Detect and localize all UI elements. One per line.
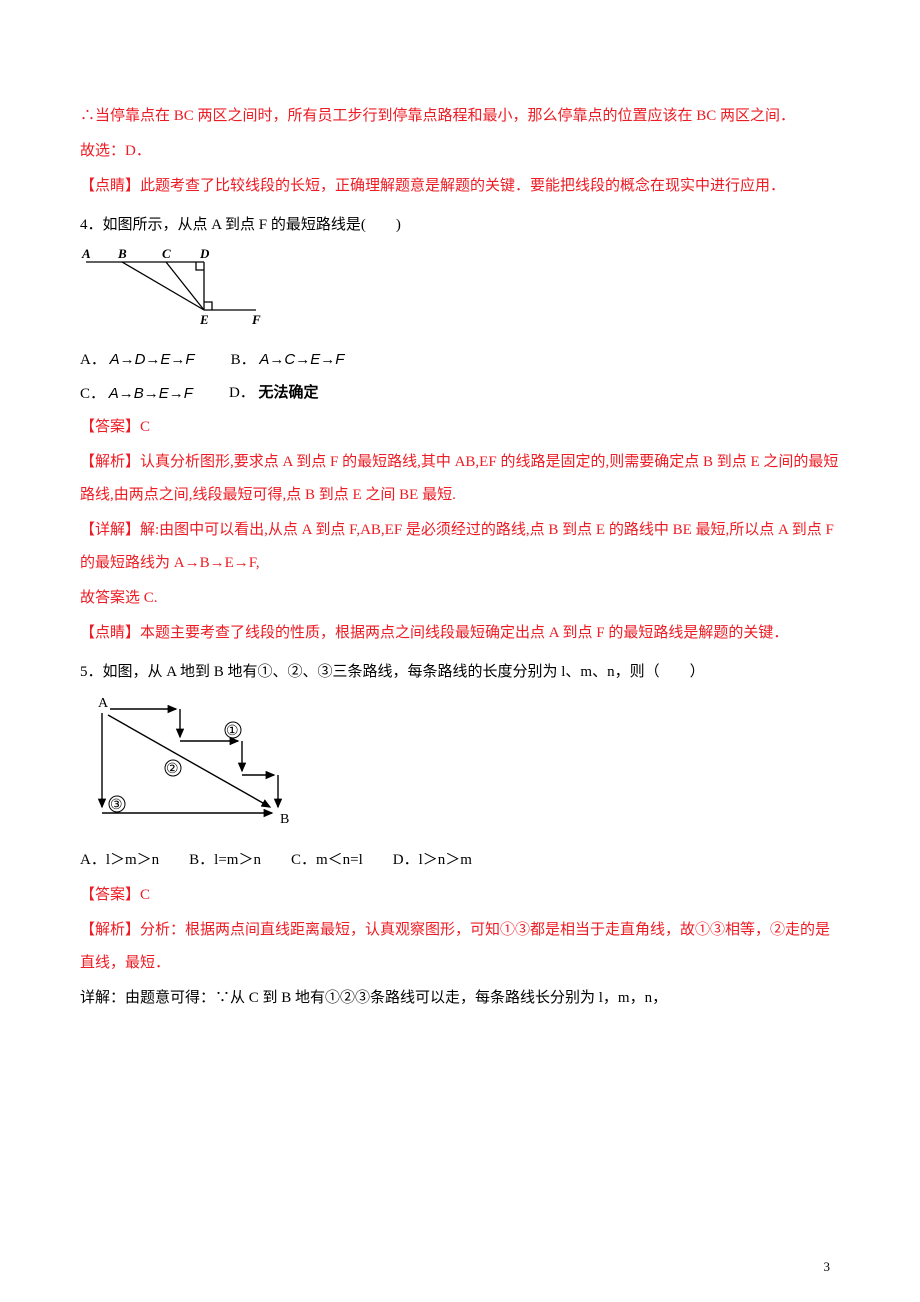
q5-answer: 【答案】C bbox=[80, 879, 840, 912]
q5-stem: 5．如图，从 A 地到 B 地有①、②、③三条路线，每条路线的长度分别为 l、m… bbox=[80, 656, 840, 689]
q4-label-E: E bbox=[199, 312, 209, 326]
q4-options-row1: A． A→D→E→F B． A→C→E→F bbox=[80, 343, 840, 377]
q5-explain2: 详解：由题意可得：∵从 C 到 B 地有①②③条路线可以走，每条路线长分别为 l… bbox=[80, 982, 840, 1015]
q4-optD: D． 无法确定 bbox=[229, 377, 319, 411]
p3: 【点睛】此题考查了比较线段的长短，正确理解题意是解题的关键．要能把线段的概念在现… bbox=[80, 170, 840, 203]
q4-label-F: F bbox=[251, 312, 261, 326]
q4-label-A: A bbox=[81, 248, 91, 261]
q4-label-C: C bbox=[162, 248, 171, 261]
q4-label-D: D bbox=[199, 248, 210, 261]
p1: ∴当停靠点在 BC 两区之间时，所有员工步行到停靠点路程和最小，那么停靠点的位置… bbox=[80, 100, 840, 133]
q4-explain4: 【点睛】本题主要考查了线段的性质，根据两点之间线段最短确定出点 A 到点 F 的… bbox=[80, 617, 840, 650]
q4-explain1: 【解析】认真分析图形,要求点 A 到点 F 的最短路线,其中 AB,EF 的线路… bbox=[80, 446, 840, 512]
q5-explain1: 【解析】分析：根据两点间直线距离最短，认真观察图形，可知①③都是相当于走直角线，… bbox=[80, 914, 840, 980]
q4-answer: 【答案】C bbox=[80, 411, 840, 444]
q5-label-B: B bbox=[280, 812, 289, 827]
q4-optA: A． A→D→E→F bbox=[80, 343, 195, 377]
q4-explain2: 【详解】解:由图中可以看出,从点 A 到点 F,AB,EF 是必须经过的路线,点… bbox=[80, 514, 840, 580]
q4-label-B: B bbox=[117, 248, 127, 261]
page-number: 3 bbox=[824, 1253, 831, 1282]
q4-explain3: 故答案选 C. bbox=[80, 582, 840, 615]
q4-optC: C． A→B→E→F bbox=[80, 377, 193, 411]
p2: 故选：D． bbox=[80, 135, 840, 168]
q4-figure: A B C D E F bbox=[80, 244, 840, 343]
q5-label-A: A bbox=[98, 696, 109, 711]
q4-stem-text: 4．如图所示，从点 A 到点 F 的最短路线是( ) bbox=[80, 217, 401, 233]
q4-options-row2: C． A→B→E→F D． 无法确定 bbox=[80, 377, 840, 411]
q5-options: A．l＞m＞n B．l=m＞n C．m＜n=l D．l＞n＞m bbox=[80, 844, 840, 877]
q4-optB: B． A→C→E→F bbox=[231, 343, 345, 377]
q4-stem: 4．如图所示，从点 A 到点 F 的最短路线是( ) bbox=[80, 209, 840, 242]
q5-figure: A B ① ② ③ bbox=[80, 691, 840, 844]
